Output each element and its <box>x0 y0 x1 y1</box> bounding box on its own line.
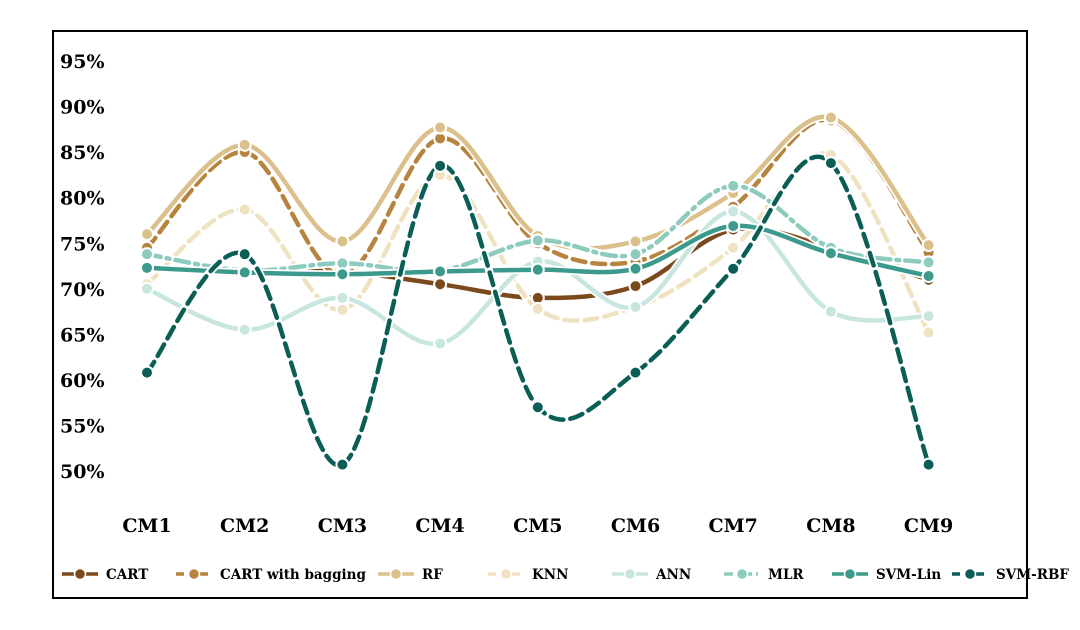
legend-label: ANN <box>655 567 691 583</box>
legend-label: SVM-Lin <box>876 567 941 583</box>
x-tick-label: CM7 <box>709 515 758 537</box>
legend-swatch-marker <box>623 567 637 581</box>
y-tick-label: 60% <box>60 370 105 392</box>
legend-swatch-marker <box>73 567 87 581</box>
data-point <box>530 233 545 248</box>
data-point <box>140 281 154 296</box>
data-point <box>335 290 350 305</box>
data-point <box>433 158 448 173</box>
x-tick-label: CM4 <box>415 515 464 537</box>
y-tick-label: 65% <box>60 324 105 346</box>
x-tick-label: CM1 <box>122 515 171 537</box>
series-line-mlr <box>144 183 931 274</box>
x-axis: CM1 CM2 CM3 CM4 CM5 CM6 CM7 CM8 CM9 <box>122 515 953 537</box>
data-point <box>726 240 741 255</box>
legend-label: SVM-RBF <box>996 567 1069 583</box>
series-line-halo <box>143 115 933 280</box>
x-tick-label: CM9 <box>904 515 953 537</box>
legend: CART CART with bagging RF KNN ANN MLR SVM-Lin S… <box>62 567 1069 583</box>
data-point <box>433 120 448 135</box>
data-point <box>726 218 741 233</box>
data-point <box>530 262 545 277</box>
data-point <box>628 365 643 380</box>
legend-swatch-marker <box>963 567 977 581</box>
data-point <box>237 137 252 152</box>
data-point <box>433 264 448 279</box>
x-tick-label: CM8 <box>806 515 855 537</box>
data-point <box>921 238 936 253</box>
y-tick-label: 75% <box>60 233 105 255</box>
y-tick-label: 85% <box>60 142 105 164</box>
data-point <box>726 261 741 276</box>
data-point <box>823 156 838 171</box>
data-point <box>335 234 350 249</box>
x-tick-label: CM2 <box>220 515 269 537</box>
legend-swatch-marker <box>735 567 749 581</box>
legend-label: RF <box>422 567 443 583</box>
data-point <box>823 304 838 319</box>
data-point <box>628 300 643 315</box>
series-lines <box>143 112 933 469</box>
x-tick-label: CM5 <box>513 515 562 537</box>
y-tick-label: 90% <box>60 97 105 119</box>
legend-swatch-marker <box>187 567 201 581</box>
series-line-svm-rbf <box>144 154 931 468</box>
data-point <box>140 260 154 275</box>
data-point <box>726 204 741 219</box>
data-point <box>335 302 350 317</box>
data-point <box>628 234 643 249</box>
data-point <box>237 265 252 280</box>
y-tick-label: 70% <box>60 279 105 301</box>
data-point <box>726 178 741 193</box>
data-point <box>530 301 545 316</box>
legend-swatch-marker <box>499 567 513 581</box>
data-point <box>530 400 545 415</box>
y-tick-label: 50% <box>60 461 105 483</box>
series-points <box>140 110 936 472</box>
data-point <box>335 267 350 282</box>
data-point <box>433 277 448 292</box>
data-point <box>921 457 936 472</box>
data-point <box>237 247 252 262</box>
data-point <box>921 325 936 340</box>
series-line-rf <box>144 114 931 251</box>
data-point <box>237 322 252 337</box>
data-point <box>140 365 154 380</box>
data-point <box>628 247 643 262</box>
y-tick-label: 55% <box>60 415 105 437</box>
x-tick-label: CM6 <box>611 515 660 537</box>
data-point <box>433 336 448 351</box>
legend-label: KNN <box>532 567 568 583</box>
data-point <box>823 246 838 261</box>
legend-label: CART with bagging <box>220 567 366 583</box>
x-tick-label: CM3 <box>318 515 367 537</box>
series-line-cart-with-bagging <box>144 117 931 278</box>
data-point <box>921 309 936 324</box>
data-point <box>921 255 936 270</box>
legend-swatch-marker <box>389 567 403 581</box>
legend-swatch-marker <box>843 567 857 581</box>
data-point <box>823 110 838 125</box>
legend-label: MLR <box>768 567 804 583</box>
data-point <box>140 247 154 262</box>
series-line-halo <box>143 112 933 253</box>
data-point <box>628 261 643 276</box>
y-tick-label: 80% <box>60 188 105 210</box>
data-point <box>237 202 252 217</box>
data-point <box>335 457 350 472</box>
data-point <box>921 269 936 284</box>
legend-label: CART <box>106 567 148 583</box>
data-point <box>628 279 643 294</box>
y-tick-label: 95% <box>60 51 105 73</box>
y-axis: 50% 55% 60% 65% 70% 75% 80% 85% 90% 95% <box>60 51 105 483</box>
data-point <box>140 227 154 242</box>
